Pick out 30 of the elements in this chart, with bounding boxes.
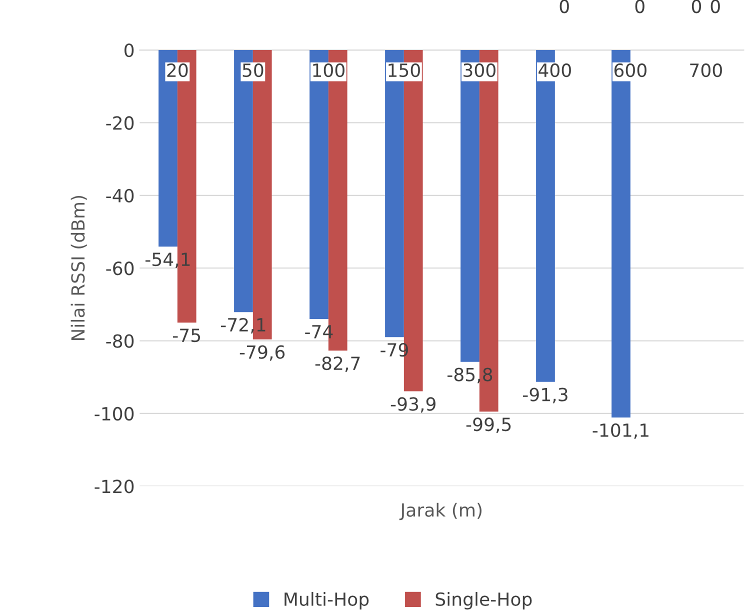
x-tick-label: 20 — [167, 63, 188, 78]
y-tick-label: -80 — [106, 334, 134, 348]
y-tick-label: 0 — [124, 43, 134, 58]
x-tick-label: 400 — [538, 63, 571, 78]
data-label: -79,6 — [240, 345, 285, 361]
x-tick-label: 300 — [464, 63, 496, 78]
data-label: 0 — [560, 0, 569, 14]
data-label: 0 — [710, 0, 720, 14]
data-label: 0 — [692, 0, 702, 14]
data-label: -91,3 — [523, 388, 568, 404]
x-tick-label: 600 — [614, 63, 646, 78]
data-label: 0 — [635, 0, 644, 14]
data-label: -93,9 — [390, 397, 436, 413]
y-tick-label: -100 — [94, 406, 134, 421]
data-label: -75 — [173, 328, 200, 342]
y-tick-label: -60 — [106, 262, 134, 276]
legend-label: Multi-Hop — [284, 592, 369, 610]
data-label: -99,5 — [466, 418, 511, 434]
x-tick-label: 50 — [242, 63, 264, 78]
x-tick-label: 700 — [690, 63, 722, 78]
y-axis-title: Nilai RSSI (dBm) — [70, 196, 87, 340]
x-tick-label: 150 — [388, 63, 420, 78]
y-tick-label: -40 — [106, 188, 134, 203]
data-label: -82,7 — [315, 356, 360, 372]
x-tick-label: 100 — [313, 63, 344, 78]
x-axis-title: Jarak (m) — [399, 502, 482, 520]
y-tick-label: -120 — [94, 480, 134, 494]
data-label: -101,1 — [592, 423, 648, 439]
legend-label: Single-Hop — [436, 592, 532, 610]
y-tick-label: -20 — [106, 116, 134, 130]
